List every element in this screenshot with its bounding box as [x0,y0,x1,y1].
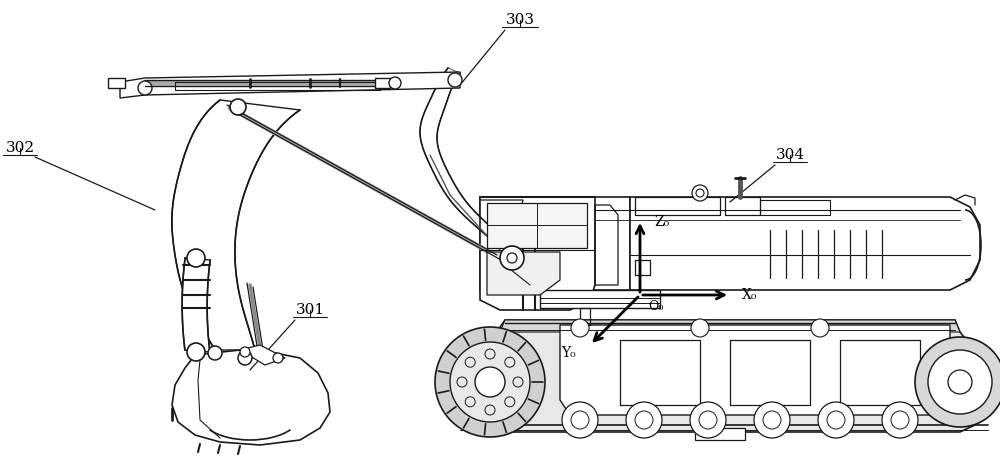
Circle shape [238,351,252,365]
Circle shape [928,350,992,414]
Circle shape [457,377,467,387]
Circle shape [230,99,246,115]
Text: Y₀: Y₀ [561,346,576,360]
Text: 303: 303 [506,13,534,27]
Text: X₀: X₀ [742,288,757,302]
Circle shape [507,253,517,263]
Polygon shape [695,428,745,440]
Circle shape [696,189,704,197]
Polygon shape [375,78,390,88]
Text: O₀: O₀ [648,300,663,314]
Circle shape [435,327,545,437]
Polygon shape [487,203,587,248]
Circle shape [485,405,495,415]
Circle shape [915,337,1000,427]
Circle shape [485,349,495,359]
Circle shape [450,342,530,422]
Circle shape [763,411,781,429]
Circle shape [827,411,845,429]
Circle shape [635,411,653,429]
Polygon shape [420,68,535,262]
Circle shape [465,357,475,367]
Circle shape [513,377,523,387]
Circle shape [187,343,205,361]
Circle shape [818,402,854,438]
Circle shape [882,402,918,438]
Polygon shape [560,325,950,415]
Circle shape [138,81,152,95]
Circle shape [626,402,662,438]
Circle shape [500,246,524,270]
Circle shape [505,357,515,367]
Circle shape [811,319,829,337]
Circle shape [692,185,708,201]
Circle shape [562,402,598,438]
Polygon shape [480,197,595,310]
Polygon shape [120,72,460,98]
Circle shape [691,319,709,337]
Circle shape [465,397,475,407]
Circle shape [389,77,401,89]
Circle shape [208,346,222,360]
Text: 302: 302 [5,141,35,155]
Text: Z₀: Z₀ [654,215,669,229]
Circle shape [571,319,589,337]
Circle shape [571,411,589,429]
Circle shape [690,402,726,438]
Polygon shape [172,100,300,350]
Circle shape [475,367,505,397]
Circle shape [240,347,250,357]
Circle shape [448,73,462,87]
Polygon shape [540,290,660,308]
Circle shape [891,411,909,429]
Polygon shape [500,320,960,332]
Circle shape [505,397,515,407]
Circle shape [187,249,205,267]
Polygon shape [455,320,988,432]
Circle shape [699,411,717,429]
Polygon shape [182,258,210,352]
Polygon shape [172,350,330,445]
Circle shape [948,370,972,394]
Text: 304: 304 [775,148,805,162]
Polygon shape [108,78,125,88]
Polygon shape [480,197,630,290]
Polygon shape [487,252,560,295]
Polygon shape [240,345,285,365]
Text: 301: 301 [295,303,325,317]
Circle shape [754,402,790,438]
Circle shape [273,353,283,363]
Polygon shape [630,197,980,290]
